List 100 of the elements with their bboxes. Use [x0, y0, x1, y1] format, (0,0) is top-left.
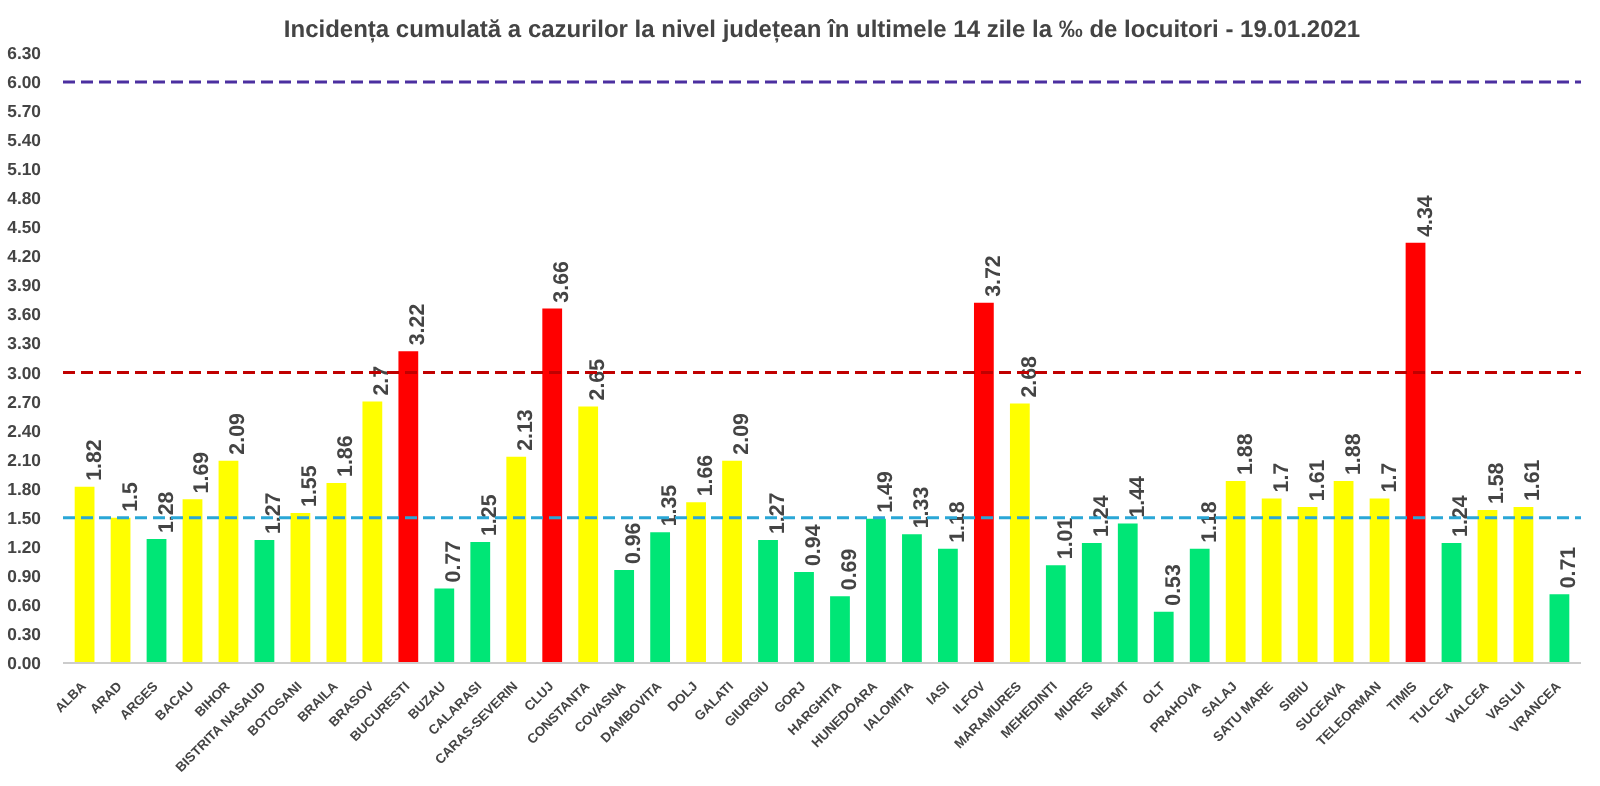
data-label: 1.88	[1341, 433, 1366, 475]
data-label: 1.61	[1305, 459, 1330, 502]
data-label: 1.49	[873, 471, 898, 513]
y-tick-label: 2.70	[7, 391, 42, 412]
data-label: 1.7	[1269, 462, 1294, 493]
data-label: 1.27	[766, 492, 791, 535]
bar	[794, 571, 814, 663]
data-label: 1.5	[118, 481, 143, 512]
bar	[1513, 507, 1534, 663]
bar	[290, 512, 311, 663]
bar	[1405, 242, 1426, 663]
bar	[650, 532, 671, 663]
bar	[1189, 548, 1210, 663]
bar	[1009, 403, 1030, 663]
bar	[470, 541, 491, 663]
data-label: 0.94	[802, 524, 827, 566]
data-label: 1.58	[1485, 462, 1510, 505]
data-label: 0.69	[837, 548, 862, 591]
data-label: 1.86	[334, 435, 359, 477]
data-label: 1.88	[1233, 433, 1258, 475]
bar	[722, 460, 742, 663]
data-label: 3.66	[550, 260, 575, 303]
bar	[614, 570, 635, 663]
data-label: 0.96	[622, 522, 647, 565]
data-label: 1.24	[1449, 495, 1474, 537]
y-tick-label: 3.30	[7, 333, 42, 354]
bar	[218, 460, 239, 663]
bar	[542, 308, 563, 663]
data-label: 1.35	[658, 484, 683, 527]
bar	[830, 596, 850, 663]
bar	[1477, 510, 1498, 663]
data-label: 1.24	[1089, 495, 1114, 537]
y-tick-label: 0.90	[7, 565, 42, 586]
bar	[866, 518, 886, 663]
data-label: 3.72	[981, 255, 1006, 297]
data-label: 1.27	[262, 492, 287, 535]
y-tick-label: 4.80	[7, 188, 42, 209]
data-label: 1.69	[190, 451, 215, 494]
y-tick-label: 5.10	[7, 159, 42, 180]
chart-title: Incidența cumulată a cazurilor la nivel județean în ultimele 14 zile la ‰ de locuitori - 19.01.2021	[283, 15, 1361, 43]
bar	[1549, 594, 1570, 663]
bar	[1153, 611, 1174, 663]
data-label: 2.09	[730, 413, 755, 455]
data-label: 1.61	[1521, 459, 1546, 502]
bar	[182, 499, 203, 663]
bar	[74, 486, 95, 663]
bar	[254, 540, 275, 663]
bar	[1297, 507, 1318, 663]
data-label: 0.71	[1557, 546, 1582, 589]
bar	[1441, 542, 1462, 663]
data-label: 1.33	[909, 486, 934, 529]
data-label: 2.09	[226, 413, 251, 455]
y-tick-label: 4.50	[7, 217, 42, 238]
bar	[1117, 523, 1138, 663]
y-tick-label: 1.80	[7, 478, 42, 499]
bar	[938, 548, 958, 663]
y-tick-label: 0.30	[7, 623, 42, 644]
data-label: 2.65	[586, 358, 611, 401]
data-label: 4.34	[1413, 195, 1438, 237]
data-label: 3.22	[406, 303, 431, 346]
bar	[398, 351, 419, 663]
data-label: 1.7	[1377, 462, 1402, 493]
bar	[1333, 480, 1354, 663]
bar	[1261, 498, 1282, 663]
data-label: 1.28	[154, 491, 179, 534]
y-tick-label: 6.30	[7, 43, 42, 63]
y-tick-label: 1.20	[7, 536, 42, 557]
data-label: 1.55	[298, 465, 323, 507]
y-tick-label: 3.90	[7, 275, 42, 296]
bar	[1045, 565, 1066, 663]
bar	[506, 456, 527, 663]
y-tick-label: 3.60	[7, 304, 42, 325]
data-label: 1.44	[1125, 475, 1150, 518]
y-tick-label: 3.00	[7, 362, 42, 383]
y-tick-label: 2.10	[7, 449, 42, 470]
bar	[110, 517, 131, 663]
bar	[578, 406, 599, 663]
bar	[686, 502, 706, 663]
y-tick-label: 2.40	[7, 420, 42, 441]
bar	[973, 302, 994, 663]
bar	[1369, 498, 1390, 663]
bar	[758, 540, 778, 663]
bar	[362, 401, 383, 663]
bar	[326, 482, 347, 663]
bar	[434, 588, 455, 663]
data-label: 0.53	[1161, 564, 1186, 606]
y-tick-label: 4.20	[7, 246, 42, 267]
y-tick-label: 5.40	[7, 130, 42, 151]
bar	[1225, 480, 1246, 663]
data-label: 1.66	[694, 454, 719, 497]
y-tick-label: 0.00	[7, 653, 42, 673]
bar	[146, 539, 167, 663]
y-tick-label: 0.60	[7, 594, 42, 615]
y-tick-label: 6.00	[7, 72, 42, 93]
data-label: 1.01	[1053, 517, 1078, 560]
data-label: 0.77	[442, 540, 467, 583]
y-tick-label: 1.50	[7, 507, 42, 528]
bar	[1081, 542, 1102, 663]
data-label: 1.25	[478, 494, 503, 536]
data-label: 1.82	[82, 439, 107, 481]
